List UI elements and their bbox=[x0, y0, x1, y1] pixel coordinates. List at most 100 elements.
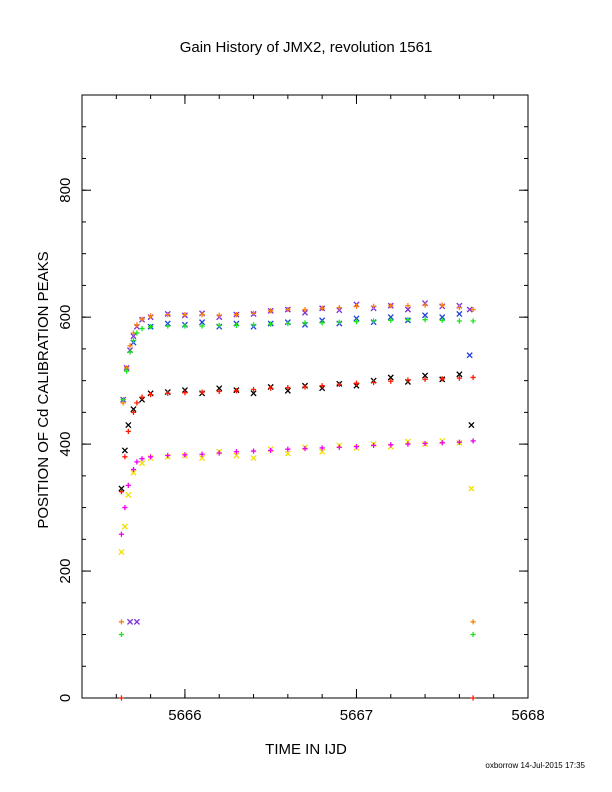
data-point bbox=[182, 312, 188, 318]
y-tick-label: 200 bbox=[57, 559, 74, 584]
data-point bbox=[422, 440, 428, 447]
series-9 bbox=[118, 631, 476, 638]
x-tick-label: 5666 bbox=[168, 707, 201, 724]
series-5 bbox=[118, 374, 476, 495]
series-11 bbox=[118, 695, 476, 701]
data-point bbox=[134, 459, 140, 465]
data-point bbox=[371, 303, 377, 309]
data-point bbox=[233, 322, 239, 329]
x-tick-label: 5667 bbox=[340, 707, 373, 724]
data-point bbox=[134, 400, 140, 406]
series-10 bbox=[126, 618, 140, 625]
data-point bbox=[319, 445, 325, 451]
data-point bbox=[250, 390, 257, 397]
data-point bbox=[130, 338, 137, 344]
data-point bbox=[470, 619, 476, 625]
data-point bbox=[405, 303, 411, 309]
data-point bbox=[285, 320, 291, 327]
data-point bbox=[268, 385, 274, 391]
data-point bbox=[405, 441, 411, 447]
data-point bbox=[456, 375, 462, 381]
data-point bbox=[388, 442, 394, 448]
data-point bbox=[319, 320, 325, 326]
data-point bbox=[319, 448, 326, 455]
data-point bbox=[456, 310, 463, 318]
data-point bbox=[130, 406, 137, 413]
data-point bbox=[439, 317, 445, 323]
data-point bbox=[456, 318, 462, 324]
data-point bbox=[285, 446, 291, 452]
y-tick-label: 600 bbox=[57, 305, 74, 330]
data-point bbox=[284, 387, 291, 394]
data-point bbox=[268, 308, 274, 314]
data-point bbox=[439, 440, 445, 446]
data-point bbox=[371, 318, 377, 324]
y-tick-label: 0 bbox=[57, 694, 74, 702]
data-point bbox=[319, 383, 325, 389]
data-point bbox=[371, 379, 377, 386]
data-point bbox=[125, 428, 131, 435]
data-point bbox=[301, 309, 309, 316]
data-point bbox=[182, 452, 188, 458]
data-point bbox=[118, 489, 125, 495]
data-point bbox=[118, 548, 125, 556]
data-point bbox=[466, 306, 473, 313]
data-point bbox=[216, 322, 222, 329]
data-point bbox=[134, 322, 140, 328]
data-point bbox=[165, 312, 171, 318]
data-point bbox=[422, 302, 428, 308]
data-point bbox=[125, 482, 131, 488]
data-point bbox=[470, 438, 476, 444]
data-point bbox=[126, 618, 134, 625]
data-point bbox=[250, 455, 257, 462]
data-point bbox=[387, 374, 394, 381]
series-3 bbox=[120, 317, 476, 403]
plot-frame bbox=[81, 94, 529, 699]
series-8 bbox=[118, 619, 476, 625]
data-point bbox=[422, 376, 428, 382]
data-point bbox=[233, 452, 240, 459]
data-point bbox=[134, 330, 140, 336]
data-point bbox=[302, 320, 308, 326]
data-point bbox=[124, 368, 130, 374]
data-point bbox=[233, 312, 239, 318]
y-tick-label: 800 bbox=[57, 178, 74, 203]
data-point bbox=[139, 456, 145, 462]
data-point bbox=[182, 323, 188, 329]
data-point bbox=[268, 321, 274, 327]
data-point bbox=[118, 619, 125, 625]
data-point bbox=[199, 323, 205, 329]
data-point bbox=[405, 317, 411, 323]
data-point bbox=[133, 618, 140, 625]
data-point bbox=[139, 316, 145, 322]
data-point bbox=[118, 695, 125, 701]
data-point bbox=[199, 451, 205, 457]
data-point bbox=[199, 389, 205, 395]
data-point bbox=[470, 695, 476, 701]
data-point bbox=[125, 491, 132, 498]
data-point bbox=[353, 380, 360, 386]
data-point bbox=[439, 376, 445, 382]
data-point bbox=[250, 448, 257, 454]
data-point bbox=[388, 378, 394, 384]
axis-ticks: 5666 5667 5668 0 200 400 600 800 bbox=[57, 94, 545, 724]
data-point bbox=[120, 397, 126, 403]
data-point bbox=[388, 317, 394, 323]
data-point bbox=[199, 455, 206, 462]
data-point bbox=[139, 325, 145, 332]
data-point bbox=[130, 466, 137, 473]
data-point bbox=[118, 531, 125, 537]
data-point bbox=[439, 302, 445, 308]
series-0 bbox=[120, 300, 473, 403]
data-point bbox=[148, 391, 154, 398]
data-point bbox=[216, 385, 223, 392]
data-point bbox=[138, 460, 146, 467]
data-point bbox=[405, 377, 411, 383]
data-point bbox=[250, 310, 257, 316]
footer-stamp: oxborrow 14-Jul-2015 17:35 bbox=[485, 761, 585, 770]
data-point bbox=[118, 485, 125, 492]
x-tick-label: 5668 bbox=[511, 707, 544, 724]
data-point bbox=[284, 450, 291, 457]
data-point bbox=[470, 306, 476, 313]
